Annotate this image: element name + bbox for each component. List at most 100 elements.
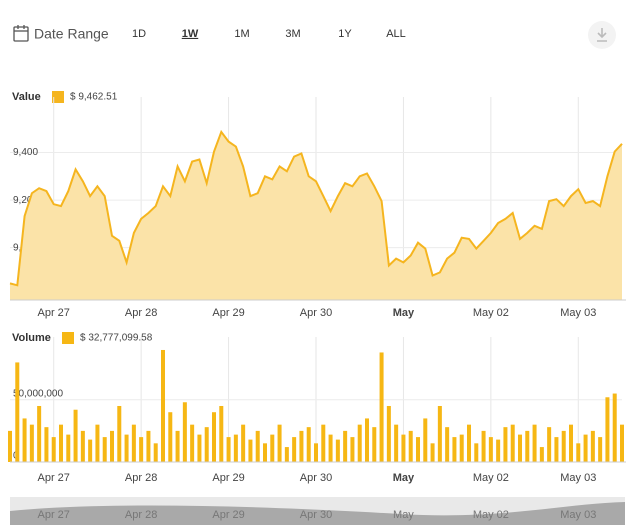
range-button[interactable]: 1W [182,28,199,40]
x-tick-label: Apr 28 [125,472,157,484]
legend-swatch [52,91,64,103]
bar [525,430,530,462]
bar [211,412,217,462]
bar [321,424,326,462]
range-button[interactable]: 3M [285,28,300,40]
bar [15,362,20,462]
legend-label: $ 9,462.51 [70,92,118,103]
navigator-label: Apr 30 [300,509,332,521]
chart: Value $ 9,462.51 Apr 27 Apr 28 Apr 29 Apr 30 M… [9,91,626,319]
bar [386,405,391,462]
bar [22,418,27,462]
navigator-area [10,502,625,525]
bar [182,402,187,462]
bar [37,405,42,462]
navigator-label: May [393,509,414,521]
bar [401,434,406,462]
bar [452,437,457,462]
bar [466,424,472,462]
navigator-label: Apr 27 [38,509,70,521]
y-tick-label: 9,400 [13,147,38,158]
bar [248,439,253,462]
bar [547,427,552,462]
bar [568,424,574,462]
bar [328,434,333,462]
bar [313,443,319,462]
bar [160,349,166,462]
bar [109,430,115,462]
x-tick-label: May 02 [473,307,509,319]
navigator-label: May 03 [560,509,596,521]
bar [262,443,268,462]
bar [510,424,515,462]
bar [131,424,136,462]
bar [598,437,603,462]
bar [394,424,399,462]
bar [88,439,93,462]
range-button[interactable]: 1Y [338,28,352,40]
bar [481,430,486,462]
bar [619,424,625,462]
bar [343,430,348,462]
bar [7,430,13,462]
bar [474,443,479,462]
bar [58,424,64,462]
x-tick-label: May [393,472,415,484]
bar [496,439,501,462]
bar [532,424,537,462]
bar [590,430,595,462]
bar [153,443,158,462]
bar [379,352,384,462]
legend-label: $ 32,777,099.58 [80,333,153,344]
navigator-label: Apr 28 [125,509,157,521]
bar [364,418,370,462]
bar [66,434,71,462]
x-tick-label: Apr 27 [38,307,70,319]
bar [255,430,260,462]
calendar-icon [13,25,29,42]
x-tick-label: May 03 [560,472,596,484]
bar [284,447,289,462]
bar [102,437,107,462]
bar [146,430,151,462]
bar [117,405,122,462]
bar [292,437,297,462]
bar [415,437,421,462]
bar [241,424,246,462]
legend-title: Value [12,91,41,103]
range-buttons: 1D 1W 1M 3M 1Y ALL [132,28,406,40]
bar [168,412,173,462]
bar [277,424,282,462]
bar [539,447,544,462]
x-tick-label: May 02 [473,472,509,484]
bar [605,397,610,462]
navigator-label: May 02 [473,509,509,521]
bar [197,434,202,462]
range-button[interactable]: 1M [234,28,249,40]
bar [517,434,523,462]
bar [350,437,355,462]
line [9,129,623,287]
bar [219,405,224,462]
bar [408,430,413,462]
bar [299,430,304,462]
range-button[interactable]: 1D [132,28,146,40]
bar [488,437,493,462]
bar [372,427,377,462]
bar [437,405,442,462]
toolbar-title: Date Range [34,26,109,42]
bar [95,424,100,462]
bar [561,430,566,462]
bar [124,434,129,462]
bar [226,437,231,462]
x-tick-label: Apr 29 [212,472,244,484]
bar [430,443,435,462]
range-button[interactable]: ALL [386,28,406,40]
y-tick-label: 50,000,000 [13,388,63,399]
bar [335,439,340,462]
x-tick-label: Apr 30 [300,307,332,319]
bar [445,427,450,462]
bar [554,437,559,462]
